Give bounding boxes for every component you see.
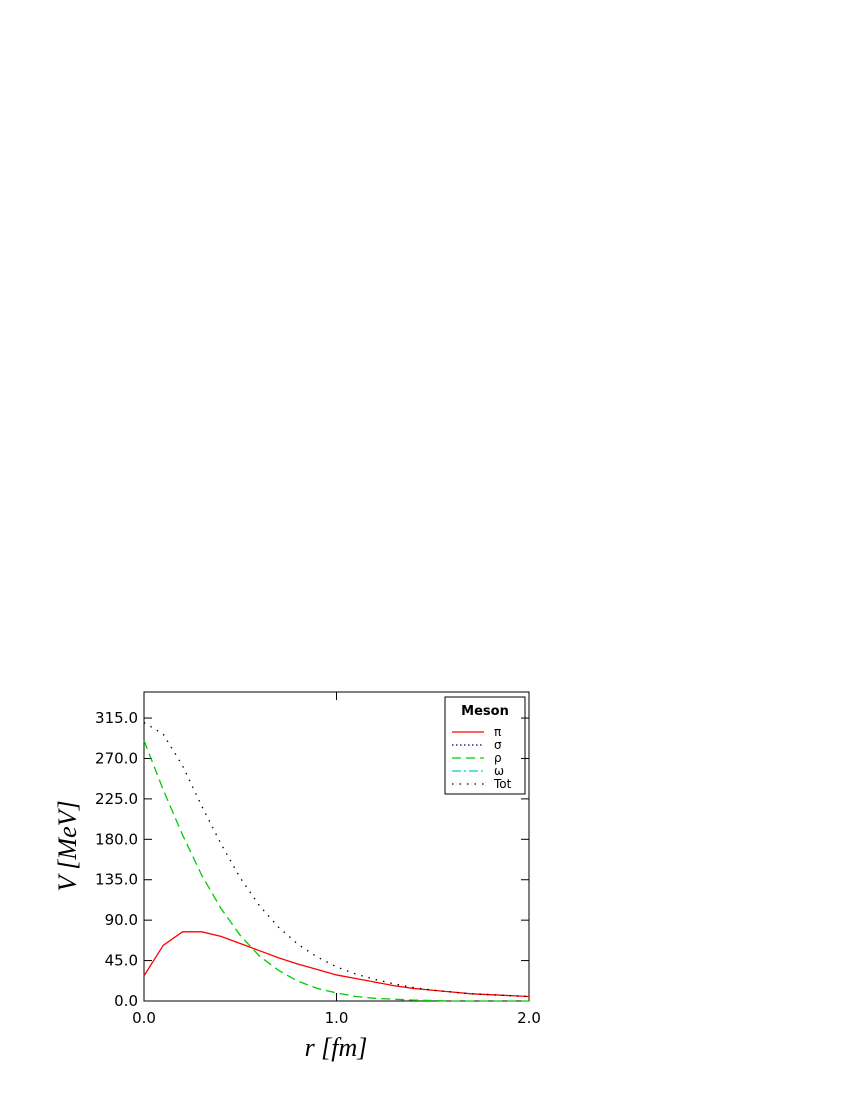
legend-title: Meson xyxy=(461,704,509,719)
y-tick-label: 0.0 xyxy=(114,992,138,1010)
y-axis-label: V [MeV] xyxy=(53,800,82,891)
y-tick-label: 135.0 xyxy=(95,871,138,889)
x-tick-label: 1.0 xyxy=(325,1009,349,1027)
legend-box xyxy=(444,696,526,795)
x-tick-label: 0.0 xyxy=(132,1009,156,1027)
series-line xyxy=(143,931,530,998)
x-tick-label: 2.0 xyxy=(517,1009,541,1027)
y-tick-label: 225.0 xyxy=(95,790,138,808)
legend-label: ρ xyxy=(494,751,502,765)
y-tick-label: 270.0 xyxy=(95,749,138,767)
series-line xyxy=(143,740,529,1002)
legend-label: ω xyxy=(494,764,504,778)
series-line xyxy=(143,721,530,998)
legend-label: π xyxy=(494,725,501,739)
y-tick-label: 180.0 xyxy=(95,830,138,848)
x-axis-label: r [fm] xyxy=(305,1033,368,1062)
y-tick-label: 315.0 xyxy=(95,709,138,727)
legend-label: σ xyxy=(494,738,502,752)
y-tick-label: 45.0 xyxy=(105,952,138,970)
y-tick-label: 90.0 xyxy=(105,911,138,929)
legend-label: Tot xyxy=(493,777,512,791)
